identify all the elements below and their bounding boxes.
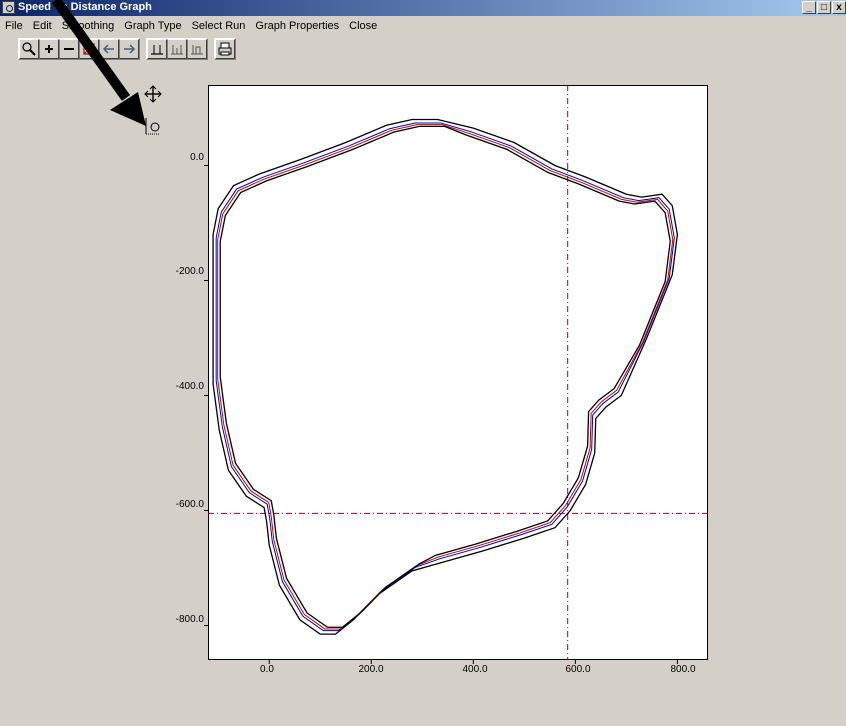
track-outer-line [212, 118, 679, 635]
print-icon[interactable] [215, 39, 235, 59]
y-tick-label: -600.0 [175, 499, 204, 510]
x-tick-label: 0.0 [260, 664, 274, 675]
menu-graph-properties[interactable]: Graph Properties [255, 20, 340, 32]
x-tick-label: 600.0 [565, 664, 591, 675]
plot-area[interactable] [208, 85, 708, 660]
maximize-button[interactable]: □ [817, 1, 831, 14]
x-tick-label: 200.0 [358, 664, 384, 675]
print-tools [214, 38, 236, 60]
y-tick-label: -200.0 [175, 266, 204, 277]
app-icon [2, 1, 15, 14]
menu-close[interactable]: Close [349, 20, 378, 32]
pan-icon[interactable] [144, 84, 162, 104]
menu-file[interactable]: File [5, 20, 23, 32]
menu-edit[interactable]: Edit [32, 20, 52, 32]
bar-scale-2-icon[interactable] [167, 39, 187, 59]
track-run-line-blue [215, 122, 675, 632]
y-tick-label: -800.0 [175, 614, 204, 625]
y-tick-label: -400.0 [175, 381, 204, 392]
x-tick-label: 400.0 [462, 664, 488, 675]
menu-graph-type[interactable]: Graph Type [124, 20, 182, 32]
window-controls: _ □ x [802, 1, 846, 14]
x-tick-label: 800.0 [670, 664, 696, 675]
minimize-button[interactable]: _ [802, 1, 816, 14]
bar-scale-1-icon[interactable] [147, 39, 167, 59]
track-run-line-red [217, 124, 674, 630]
menu-select-run[interactable]: Select Run [191, 20, 246, 32]
y-tick-label: 0.0 [190, 152, 204, 163]
zoom-region-icon[interactable] [144, 116, 162, 136]
bar-scale-3-icon[interactable] [187, 39, 207, 59]
scale-tools [146, 38, 208, 60]
magnify-icon[interactable] [19, 39, 39, 59]
track-inner-line [219, 125, 671, 628]
